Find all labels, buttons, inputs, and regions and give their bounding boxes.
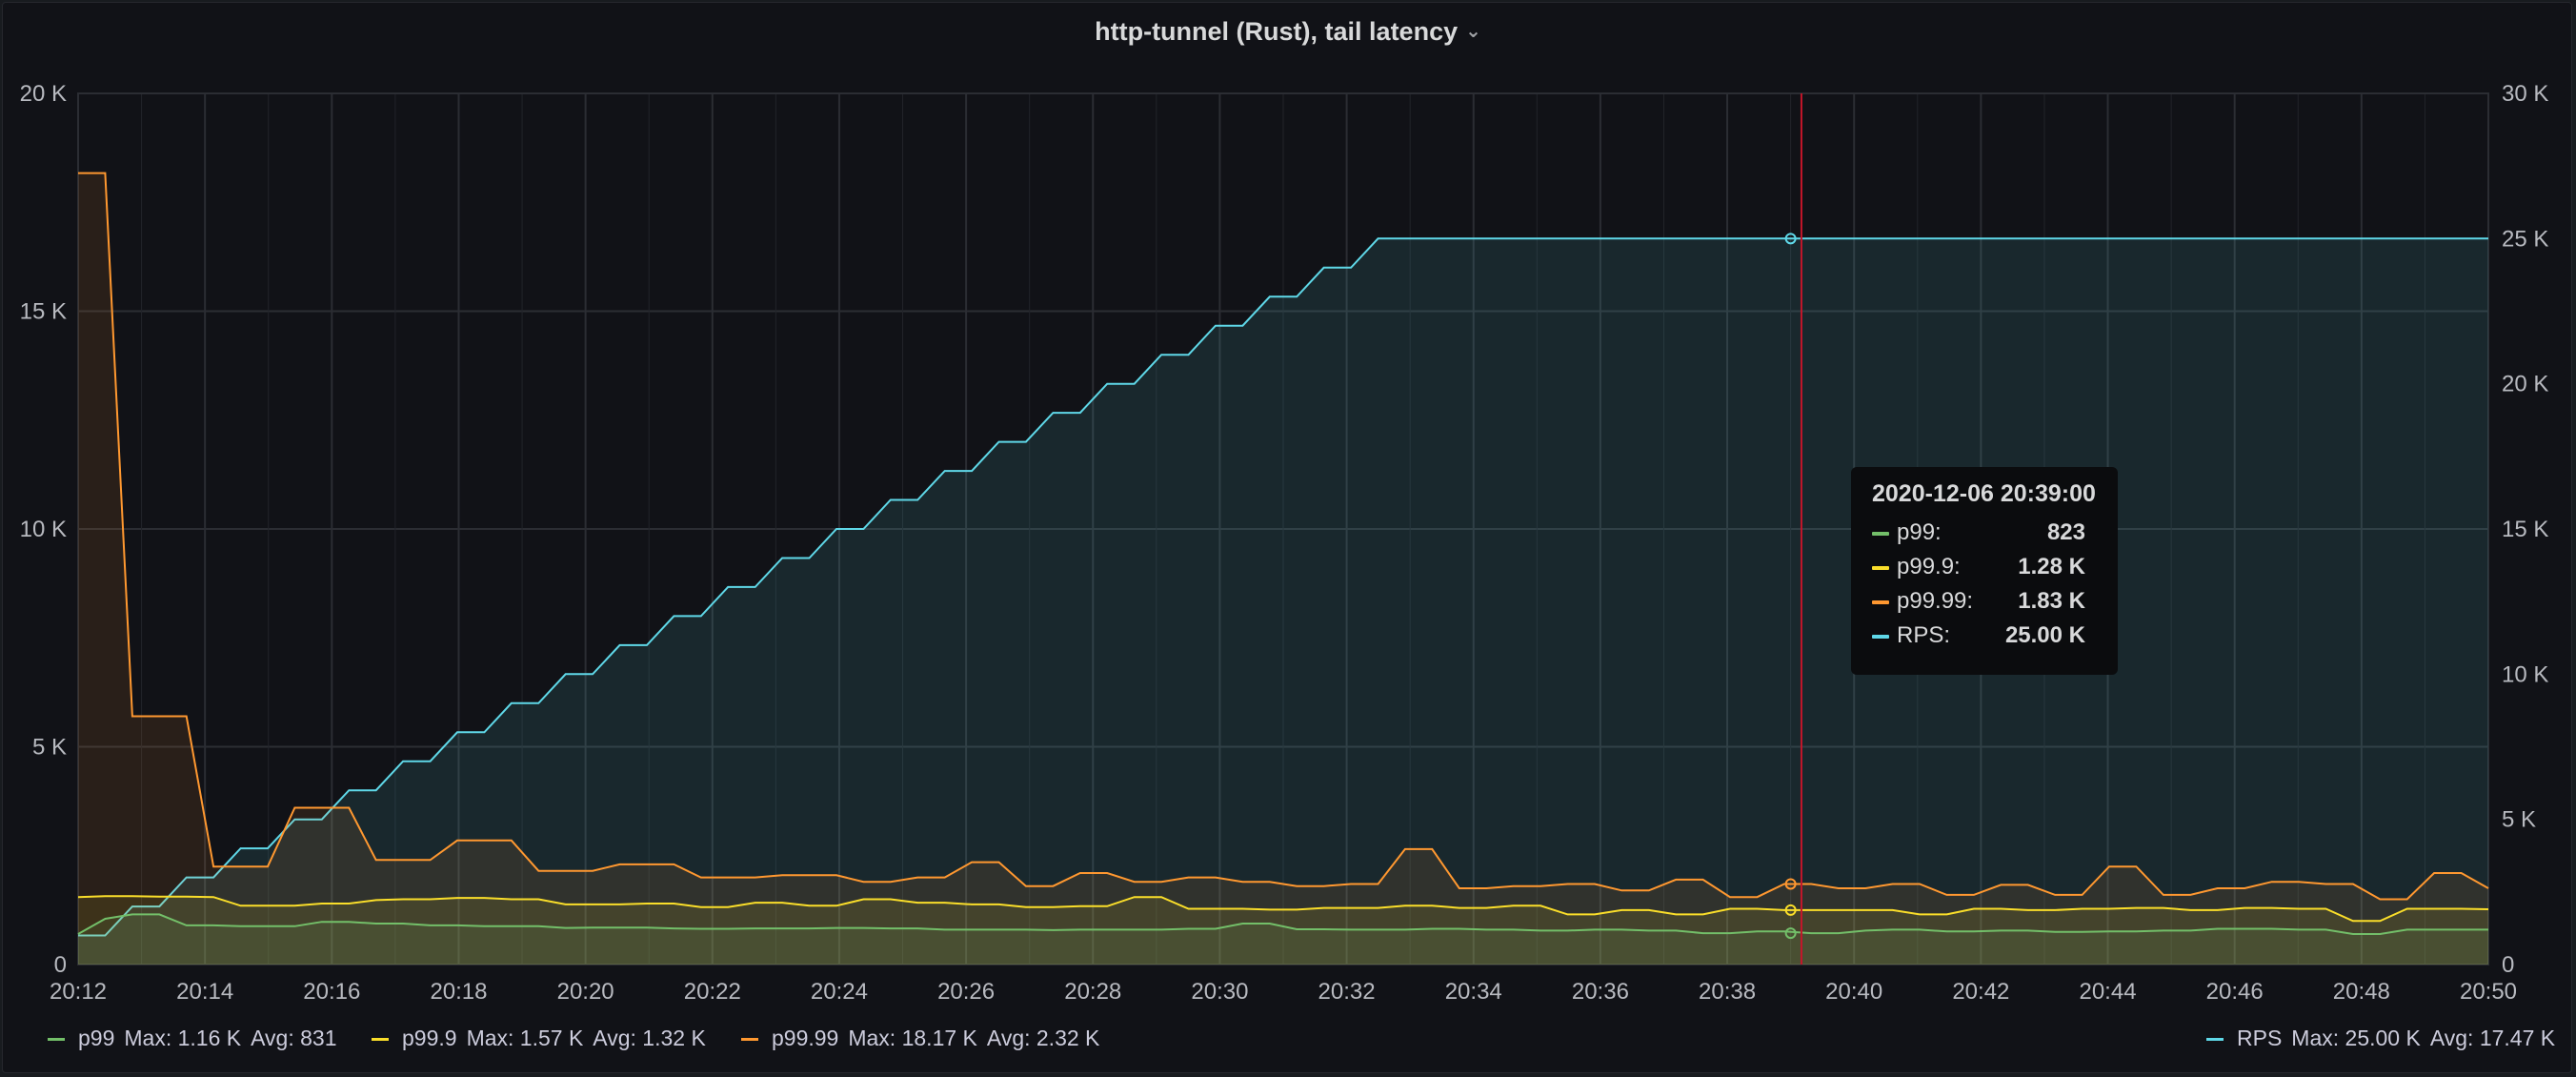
series-area-p99 <box>78 914 2488 965</box>
x-tick-label: 20:26 <box>937 979 995 1005</box>
series-line-p99-9 <box>77 895 2489 923</box>
legend-item-p99[interactable]: p99 Max: 1.16 K Avg: 831 <box>48 1026 336 1051</box>
y-left-tick-label: 0 <box>54 952 67 978</box>
legend-avg: Avg: 831 <box>251 1026 337 1050</box>
x-tick-label: 20:30 <box>1191 979 1248 1005</box>
tooltip-row-rps: RPS: 25.00 K <box>1872 619 2097 653</box>
tooltip-row-p99: p99: 823 <box>1872 516 2097 550</box>
tooltip-time: 2020-12-06 20:39:00 <box>1872 480 2096 507</box>
tooltip-series-value: 823 <box>2046 519 2085 545</box>
x-tick-label: 20:48 <box>2333 979 2390 1005</box>
legend-avg: Avg: 2.32 K <box>986 1026 1100 1050</box>
tooltip-swatch <box>1872 634 1889 639</box>
legend-swatch <box>372 1038 389 1042</box>
plot-area-border <box>77 92 2489 965</box>
y-right-tick-label: 25 K <box>2502 226 2548 252</box>
series-area-p99-9 <box>78 896 2488 965</box>
legend-avg: Avg: 17.47 K <box>2429 1026 2556 1050</box>
x-tick-label: 20:46 <box>2206 979 2264 1005</box>
y-right-tick-label: 30 K <box>2502 81 2548 107</box>
x-tick-label: 20:34 <box>1445 979 1502 1005</box>
legend: p99 Max: 1.16 K Avg: 831 p99.9 Max: 1.57 K A… <box>0 1026 2576 1058</box>
x-tick-label: 20:20 <box>557 979 614 1005</box>
series-line-p99 <box>77 913 2488 935</box>
legend-swatch <box>2206 1038 2224 1042</box>
legend-item-p99-99[interactable]: p99.99 Max: 18.17 K Avg: 2.32 K <box>741 1026 1099 1051</box>
y-right-tick-label: 5 K <box>2502 807 2536 833</box>
x-tick-label: 20:12 <box>50 979 107 1005</box>
tooltip-series-value: 1.28 K <box>2018 554 2085 579</box>
hover-tooltip: 2020-12-06 20:39:00 p99: 823 p99.9: 1.28 K… <box>1851 467 2118 675</box>
x-tick-label: 20:28 <box>1064 979 1121 1005</box>
x-tick-label: 20:18 <box>430 979 487 1005</box>
legend-item-p99-9[interactable]: p99.9 Max: 1.57 K Avg: 1.32 K <box>372 1026 706 1051</box>
series-area-RPS <box>78 238 2488 965</box>
legend-swatch <box>48 1038 65 1042</box>
x-tick-label: 20:16 <box>303 979 360 1005</box>
x-tick-label: 20:22 <box>684 979 741 1005</box>
hover-point-p99-99 <box>1784 878 1797 890</box>
tooltip-series-name: RPS: <box>1897 622 1951 648</box>
legend-swatch <box>741 1038 758 1042</box>
series-area-p99-99 <box>78 173 2488 965</box>
series-line-p99-99 <box>78 172 2489 901</box>
y-right-tick-label: 15 K <box>2502 517 2548 542</box>
x-tick-label: 20:50 <box>2460 979 2517 1005</box>
y-right-tick-label: 10 K <box>2502 661 2548 687</box>
hover-point-RPS <box>1784 233 1797 245</box>
x-tick-label: 20:44 <box>2079 979 2136 1005</box>
legend-max: Max: 18.17 K <box>848 1026 977 1050</box>
tooltip-series-name: p99.99: <box>1897 588 1974 614</box>
x-tick-label: 20:14 <box>176 979 233 1005</box>
x-tick-label: 20:24 <box>811 979 868 1005</box>
hover-point-p99-9 <box>1784 904 1797 916</box>
series-line-RPS <box>78 237 2488 937</box>
tooltip-series-value: 25.00 K <box>2004 622 2085 648</box>
legend-avg: Avg: 1.32 K <box>593 1026 706 1050</box>
legend-max: Max: 1.16 K <box>124 1026 242 1050</box>
tooltip-series-name: p99.9: <box>1897 554 1961 579</box>
legend-max: Max: 25.00 K <box>2291 1026 2421 1050</box>
y-right-tick-label: 0 <box>2502 952 2514 978</box>
x-tick-label: 20:36 <box>1572 979 1629 1005</box>
legend-series-name[interactable]: p99 <box>78 1026 115 1050</box>
panel-title-text[interactable]: http-tunnel (Rust), tail latency <box>1095 17 1459 46</box>
x-tick-label: 20:38 <box>1699 979 1756 1005</box>
tooltip-row-p99-9: p99.9: 1.28 K <box>1872 550 2097 584</box>
legend-series-name[interactable]: p99.9 <box>402 1026 457 1050</box>
y-left-tick-label: 20 K <box>20 81 67 107</box>
chevron-down-icon[interactable]: ⌄ <box>1465 21 1481 42</box>
tooltip-series-value: 1.83 K <box>2018 588 2085 614</box>
legend-series-name[interactable]: p99.99 <box>772 1026 839 1050</box>
legend-item-rps[interactable]: RPS Max: 25.00 K Avg: 17.47 K <box>2206 1026 2555 1051</box>
tooltip-series-name: p99: <box>1897 519 1942 545</box>
x-tick-label: 20:40 <box>1825 979 1882 1005</box>
legend-series-name[interactable]: RPS <box>2237 1026 2283 1050</box>
legend-max: Max: 1.57 K <box>466 1026 584 1050</box>
x-tick-label: 20:42 <box>1952 979 2009 1005</box>
y-left-tick-label: 10 K <box>20 517 67 542</box>
y-right-tick-label: 20 K <box>2502 372 2548 397</box>
x-tick-label: 20:32 <box>1318 979 1376 1005</box>
y-left-tick-label: 15 K <box>20 299 67 325</box>
tooltip-swatch <box>1872 599 1889 604</box>
tooltip-swatch <box>1872 531 1889 536</box>
tooltip-swatch <box>1872 565 1889 570</box>
y-left-tick-label: 5 K <box>32 735 67 761</box>
hover-point-p99 <box>1784 927 1797 940</box>
tooltip-row-p99-99: p99.99: 1.83 K <box>1872 584 2097 619</box>
line-chart[interactable]: 0 5 K 10 K 15 K 20 K 0 5 K 10 K 15 K 20 K 25 K 30 K… <box>0 0 2576 1020</box>
panel-title[interactable]: http-tunnel (Rust), tail latency ⌄ <box>0 17 2576 47</box>
